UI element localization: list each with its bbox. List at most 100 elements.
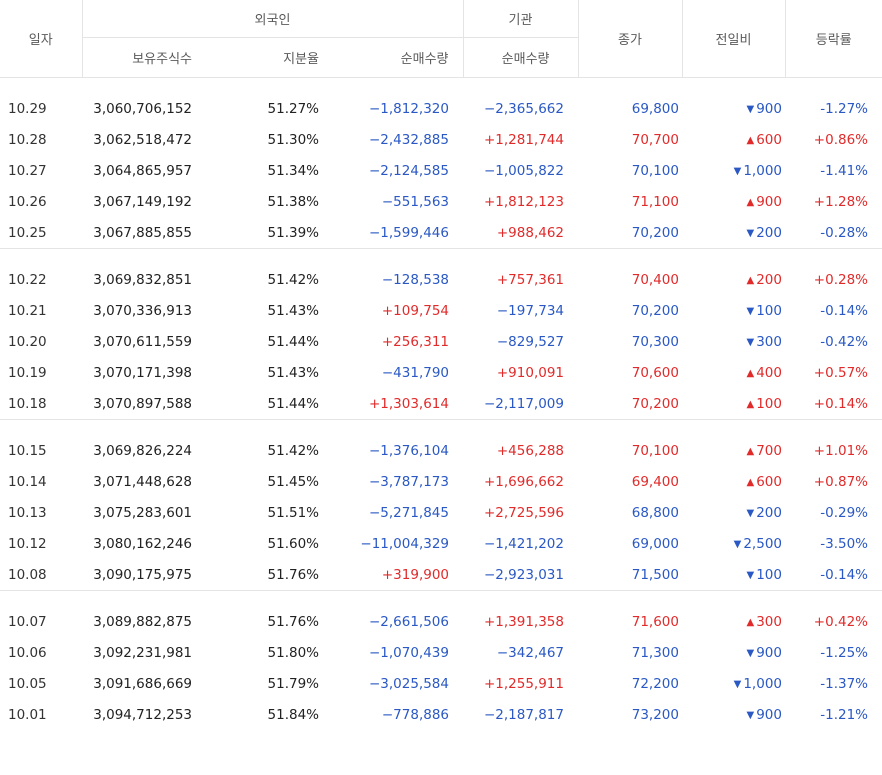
date-cell: 10.28 [8,131,47,148]
close-price-cell: 70,300 [631,333,679,350]
change-cell: ▼ 100 [682,559,785,591]
foreign-net-cell: +319,900 [381,566,449,583]
close-price-cell: 69,000 [631,535,679,552]
share-ratio-cell: 51.42% [267,442,319,459]
holdings-cell: 3,062,518,472 [93,131,192,148]
holdings-cell: 3,070,336,913 [93,302,192,319]
rate-cell: -1.41% [820,162,868,179]
group-spacer [0,78,882,94]
foreign-net-cell: −1,599,446 [368,224,449,241]
rate-cell: +1.28% [813,193,868,210]
change-cell: ▼ 200 [682,497,785,528]
group-divider [0,419,882,420]
change-value: 900 [756,193,782,210]
table-row: 10.29 3,060,706,152 51.27% −1,812,320 −2,365… [0,93,882,124]
rate-cell: -1.37% [820,675,868,692]
close-price-cell: 69,800 [631,100,679,117]
group-spacer [0,420,882,435]
holdings-cell: 3,071,448,628 [93,473,192,490]
close-price-cell: 70,100 [631,442,679,459]
rate-cell: -0.28% [820,224,868,241]
holdings-cell: 3,070,171,398 [93,364,192,381]
table-row: 10.14 3,071,448,628 51.45% −3,787,173 +1,696… [0,466,882,497]
date-cell: 10.21 [8,302,47,319]
date-cell: 10.06 [8,644,47,661]
change-value: 400 [756,364,782,381]
header-close: 종가 [577,0,682,78]
triangle-down-icon: ▼ [746,227,755,239]
close-price-cell: 70,200 [631,395,679,412]
group-spacer [0,249,882,264]
change-cell: ▼ 300 [682,326,785,357]
table-row: 10.27 3,064,865,957 51.34% −2,124,585 −1,005… [0,155,882,186]
inst-net-cell: −2,365,662 [483,100,564,117]
inst-net-cell: +1,391,358 [483,613,564,630]
change-cell: ▲ 100 [682,388,785,420]
rate-cell: -1.25% [820,644,868,661]
share-ratio-cell: 51.43% [267,302,319,319]
change-value: 2,500 [743,535,782,552]
table-row: 10.28 3,062,518,472 51.30% −2,432,885 +1,281… [0,124,882,155]
inst-net-cell: +1,281,744 [483,131,564,148]
foreign-net-cell: −3,025,584 [368,675,449,692]
foreign-net-cell: −431,790 [381,364,449,381]
triangle-up-icon: ▲ [746,274,755,286]
inst-net-cell: +988,462 [496,224,564,241]
header-foreign-net: 순매수량 [337,37,463,78]
triangle-down-icon: ▼ [733,165,742,177]
holdings-cell: 3,067,885,855 [93,224,192,241]
foreign-net-cell: −2,432,885 [368,131,449,148]
share-ratio-cell: 51.39% [267,224,319,241]
inst-net-cell: −1,421,202 [483,535,564,552]
table-row: 10.12 3,080,162,246 51.60% −11,004,329 −1,42… [0,528,882,559]
share-ratio-cell: 51.45% [267,473,319,490]
table-row: 10.20 3,070,611,559 51.44% +256,311 −829,527… [0,326,882,357]
holdings-cell: 3,070,611,559 [93,333,192,350]
change-cell: ▼ 900 [682,93,785,124]
table-row: 10.01 3,094,712,253 51.84% −778,886 −2,187,8… [0,699,882,730]
foreign-net-cell: +256,311 [381,333,449,350]
change-value: 100 [756,302,782,319]
foreign-net-cell: −1,812,320 [368,100,449,117]
date-cell: 10.22 [8,271,47,288]
change-cell: ▲ 700 [682,435,785,466]
table-row: 10.18 3,070,897,588 51.44% +1,303,614 −2,117… [0,388,882,420]
close-price-cell: 70,400 [631,271,679,288]
group-divider [0,590,882,591]
inst-net-cell: −1,005,822 [483,162,564,179]
investor-trading-table: 일자 외국인 기관 종가 전일비 등락률 보유주식수 지분율 순매수량 순매수량… [0,0,882,730]
date-cell: 10.26 [8,193,47,210]
date-cell: 10.15 [8,442,47,459]
inst-net-cell: +1,812,123 [483,193,564,210]
inst-net-cell: +2,725,596 [483,504,564,521]
table-row: 10.25 3,067,885,855 51.39% −1,599,446 +988,4… [0,217,882,249]
holdings-cell: 3,092,231,981 [93,644,192,661]
inst-net-cell: +910,091 [496,364,564,381]
table-row: 10.06 3,092,231,981 51.80% −1,070,439 −342,4… [0,637,882,668]
group-spacer [0,591,882,606]
close-price-cell: 70,700 [631,131,679,148]
date-cell: 10.29 [8,100,47,117]
change-value: 100 [756,566,782,583]
close-price-cell: 70,200 [631,302,679,319]
rate-cell: +0.42% [813,613,868,630]
share-ratio-cell: 51.76% [267,613,319,630]
inst-net-cell: +757,361 [496,271,564,288]
change-cell: ▲ 900 [682,186,785,217]
holdings-cell: 3,090,175,975 [93,566,192,583]
change-cell: ▲ 200 [682,264,785,295]
date-cell: 10.19 [8,364,47,381]
table-header: 일자 외국인 기관 종가 전일비 등락률 보유주식수 지분율 순매수량 순매수량 [0,0,882,78]
date-cell: 10.01 [8,706,47,723]
change-cell: ▲ 400 [682,357,785,388]
change-cell: ▼ 2,500 [682,528,785,559]
share-ratio-cell: 51.60% [267,535,319,552]
rate-cell: +0.57% [813,364,868,381]
triangle-down-icon: ▼ [733,678,742,690]
change-cell: ▼ 200 [682,217,785,249]
date-cell: 10.20 [8,333,47,350]
rate-cell: +0.28% [813,271,868,288]
inst-net-cell: −342,467 [496,644,564,661]
holdings-cell: 3,070,897,588 [93,395,192,412]
foreign-net-cell: −2,124,585 [368,162,449,179]
